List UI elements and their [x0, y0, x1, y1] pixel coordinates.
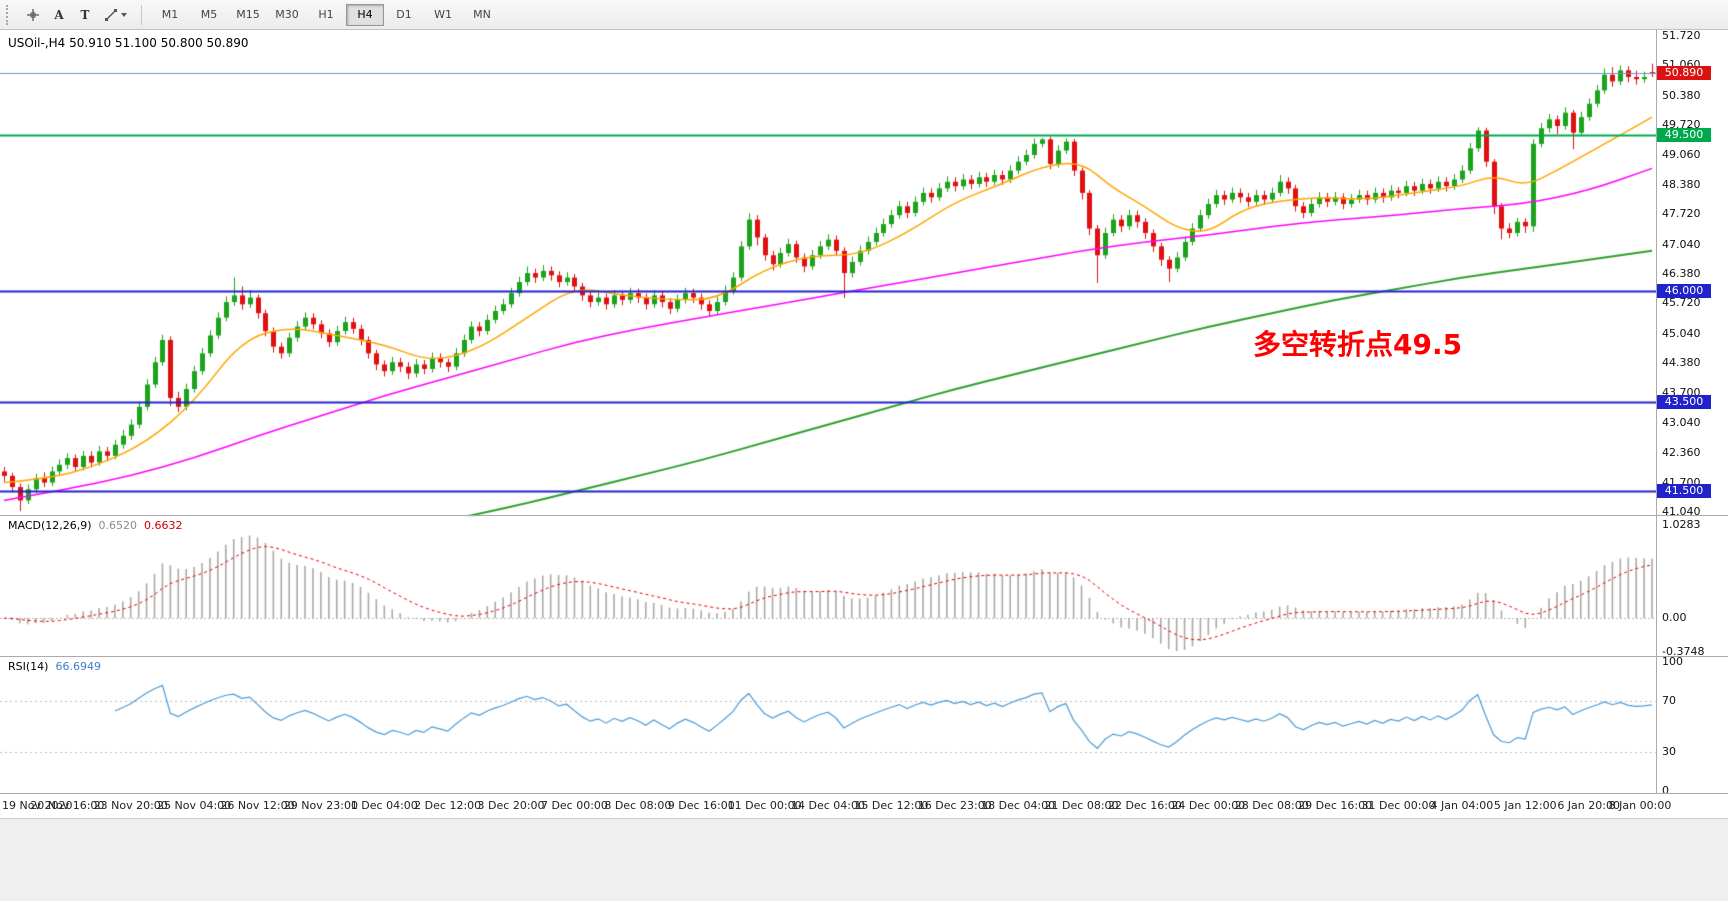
- shapes-dropdown-button[interactable]: [99, 4, 132, 26]
- crosshair-tool-button[interactable]: [21, 4, 45, 26]
- time-axis-label: 26 Nov 12:00: [220, 799, 295, 812]
- time-axis-separator: [0, 793, 1728, 794]
- time-axis-label: 29 Dec 16:00: [1298, 799, 1373, 812]
- timeframe-button-w1[interactable]: W1: [434, 8, 452, 21]
- macd-label: MACD(12,26,9) 0.6520 0.6632: [8, 519, 183, 532]
- macd-value-main: 0.6520: [98, 519, 138, 532]
- time-axis-label: 8 Dec 08:00: [604, 799, 672, 812]
- time-axis-label: 31 Dec 00:00: [1361, 799, 1436, 812]
- axis-tick-label: 42.360: [1662, 446, 1701, 460]
- time-axis: 19 Nov 2020 20 Nov 16:00 23 Nov 20:00 25 No…: [0, 794, 1728, 818]
- axis-tick-label: 49.720: [1662, 118, 1701, 132]
- time-axis-label: 19 Nov 2020: [2, 799, 73, 812]
- time-axis-label: 9 Dec 16:00: [667, 799, 735, 812]
- axis-tick-label: 30: [1662, 745, 1676, 759]
- axis-tick-label: -0.3748: [1662, 645, 1705, 658]
- chart-title: USOil-,H4 50.910 51.100 50.800 50.890: [8, 36, 249, 50]
- timeframe-button-m30[interactable]: M30: [275, 8, 299, 21]
- price-badge-46.000: 46.000: [1657, 283, 1711, 298]
- price-badge-49.500: 49.500: [1657, 127, 1711, 142]
- text-tool-button[interactable]: A: [47, 4, 71, 26]
- chart-annotation-text: 多空转折点49.5: [1253, 328, 1463, 361]
- axis-tick-label: 0: [1662, 784, 1669, 797]
- time-axis-label: 21 Dec 08:00: [1044, 799, 1119, 812]
- window-footer-area: [0, 818, 1728, 901]
- timeframe-toolbar: M1 M5 M15 M30 H1 H4 D1 W1 MN: [151, 3, 501, 26]
- rsi-name: RSI(14): [8, 660, 49, 673]
- main-toolbar: A T M1 M5 M15 M30 H1 H4 D1 W1 MN: [0, 0, 1728, 30]
- price-axis: 51.720 51.060 50.380 49.720 49.060 48.380 47.7…: [1657, 29, 1728, 797]
- time-axis-label: 1 Dec 04:00: [350, 799, 418, 812]
- macd-value-signal: 0.6632: [144, 519, 183, 532]
- axis-tick-label: 1.0283: [1662, 518, 1701, 531]
- axis-tick-label: 100: [1662, 655, 1683, 668]
- axis-tick-label: 48.380: [1662, 177, 1701, 191]
- time-axis-label: 7 Dec 00:00: [540, 799, 608, 812]
- rsi-pane-separator[interactable]: [0, 656, 1728, 657]
- chevron-down-icon: [121, 12, 127, 17]
- axis-tick-label: 41.040: [1662, 505, 1701, 518]
- price-chart-canvas[interactable]: [0, 30, 1656, 793]
- time-axis-label: 23 Nov 20:00: [93, 799, 168, 812]
- rsi-label: RSI(14) 66.6949: [8, 660, 101, 673]
- price-badge-50.890: 50.890: [1657, 65, 1711, 80]
- trendline-icon: [105, 8, 117, 21]
- timeframe-button-m15[interactable]: M15: [236, 8, 260, 21]
- timeframe-button-m1[interactable]: M1: [161, 8, 179, 21]
- crosshair-icon: [27, 8, 39, 21]
- time-axis-label: 16 Dec 23:00: [917, 799, 992, 812]
- time-axis-label: 24 Dec 00:00: [1171, 799, 1246, 812]
- time-axis-label: 14 Dec 04:00: [791, 799, 865, 812]
- timeframe-button-h4[interactable]: H4: [346, 3, 384, 26]
- time-axis-label: 11 Dec 00:00: [727, 799, 802, 812]
- rsi-value: 66.6949: [55, 660, 101, 673]
- axis-tick-label: 45.720: [1662, 296, 1701, 310]
- axis-tick-label: 46.380: [1662, 267, 1701, 280]
- axis-tick-label: 47.040: [1662, 237, 1701, 251]
- time-axis-label: 25 Nov 04:00: [157, 799, 232, 812]
- timeframe-button-h1[interactable]: H1: [318, 8, 334, 21]
- textbox-tool-button[interactable]: T: [73, 4, 97, 26]
- time-axis-label: 3 Dec 20:00: [477, 799, 545, 812]
- time-axis-label: 6 Jan 20:00: [1557, 799, 1620, 812]
- price-badge-41.500: 41.500: [1657, 484, 1711, 499]
- axis-tick-label: 70: [1662, 693, 1676, 707]
- time-axis-label: 15 Dec 12:00: [854, 799, 929, 812]
- timeframe-button-d1[interactable]: D1: [396, 8, 412, 21]
- time-axis-label: 18 Dec 04:00: [981, 799, 1056, 812]
- toolbar-separator: [141, 4, 142, 25]
- time-axis-label: 22 Dec 16:00: [1107, 799, 1182, 812]
- axis-tick-label: 45.040: [1662, 326, 1701, 340]
- time-axis-label: 29 Nov 23:00: [283, 799, 358, 812]
- time-axis-label: 4 Jan 04:00: [1430, 799, 1494, 812]
- axis-tick-label: 0.00: [1662, 611, 1687, 625]
- time-axis-label: 20 Nov 16:00: [30, 799, 105, 812]
- macd-name: MACD(12,26,9): [8, 519, 92, 532]
- price-axis-separator: [1656, 30, 1657, 793]
- price-badge-43.500: 43.500: [1657, 395, 1711, 410]
- axis-tick-label: 49.060: [1662, 147, 1701, 161]
- axis-tick-label: 44.380: [1662, 356, 1701, 370]
- time-axis-label: 5 Jan 12:00: [1493, 799, 1557, 812]
- axis-tick-label: 47.720: [1662, 207, 1701, 221]
- time-axis-label: 8 Jan 00:00: [1608, 799, 1672, 812]
- timeframe-button-mn[interactable]: MN: [473, 8, 491, 21]
- timeframe-button-m5[interactable]: M5: [200, 8, 218, 21]
- axis-tick-label: 51.720: [1662, 29, 1701, 42]
- time-axis-label: 28 Dec 08:00: [1234, 799, 1309, 812]
- time-axis-label: 2 Dec 12:00: [414, 799, 482, 812]
- macd-pane-separator[interactable]: [0, 515, 1728, 516]
- toolbar-drag-handle[interactable]: [6, 4, 14, 25]
- axis-tick-label: 50.380: [1662, 88, 1701, 102]
- axis-tick-label: 43.040: [1662, 415, 1701, 429]
